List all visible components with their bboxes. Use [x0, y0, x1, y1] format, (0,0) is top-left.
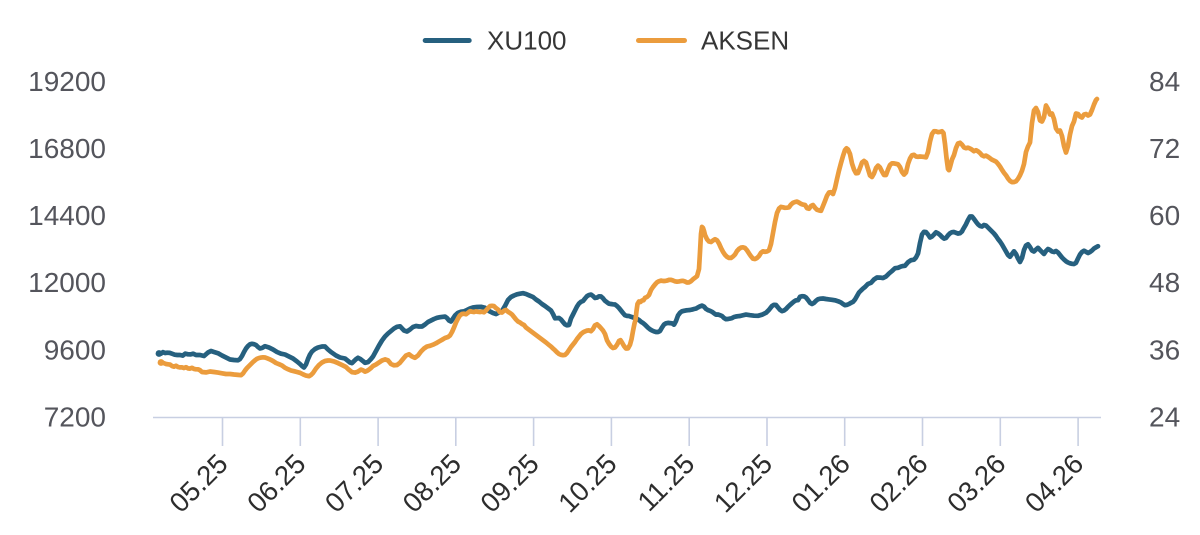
svg-text:07.25: 07.25: [319, 448, 390, 519]
svg-text:36: 36: [1149, 334, 1180, 365]
svg-text:03.26: 03.26: [941, 448, 1012, 519]
svg-text:84: 84: [1149, 66, 1180, 97]
svg-text:05.25: 05.25: [163, 448, 234, 519]
svg-text:06.25: 06.25: [241, 448, 312, 519]
svg-text:19200: 19200: [28, 66, 106, 97]
svg-text:14400: 14400: [28, 200, 106, 231]
svg-text:09.25: 09.25: [474, 448, 545, 519]
svg-text:16800: 16800: [28, 133, 106, 164]
svg-text:08.25: 08.25: [396, 448, 467, 519]
svg-text:12000: 12000: [28, 267, 106, 298]
svg-text:60: 60: [1149, 200, 1180, 231]
svg-text:9600: 9600: [44, 334, 106, 365]
svg-text:48: 48: [1149, 267, 1180, 298]
svg-text:XU100: XU100: [487, 26, 567, 56]
svg-text:12.25: 12.25: [708, 448, 779, 519]
svg-text:04.26: 04.26: [1019, 448, 1090, 519]
svg-text:AKSEN: AKSEN: [701, 26, 789, 56]
svg-text:10.25: 10.25: [552, 448, 623, 519]
svg-text:7200: 7200: [44, 401, 106, 432]
svg-text:02.26: 02.26: [863, 448, 934, 519]
svg-text:11.25: 11.25: [631, 448, 700, 517]
svg-text:24: 24: [1149, 401, 1180, 432]
svg-text:72: 72: [1149, 133, 1180, 164]
svg-text:01.26: 01.26: [785, 448, 856, 519]
